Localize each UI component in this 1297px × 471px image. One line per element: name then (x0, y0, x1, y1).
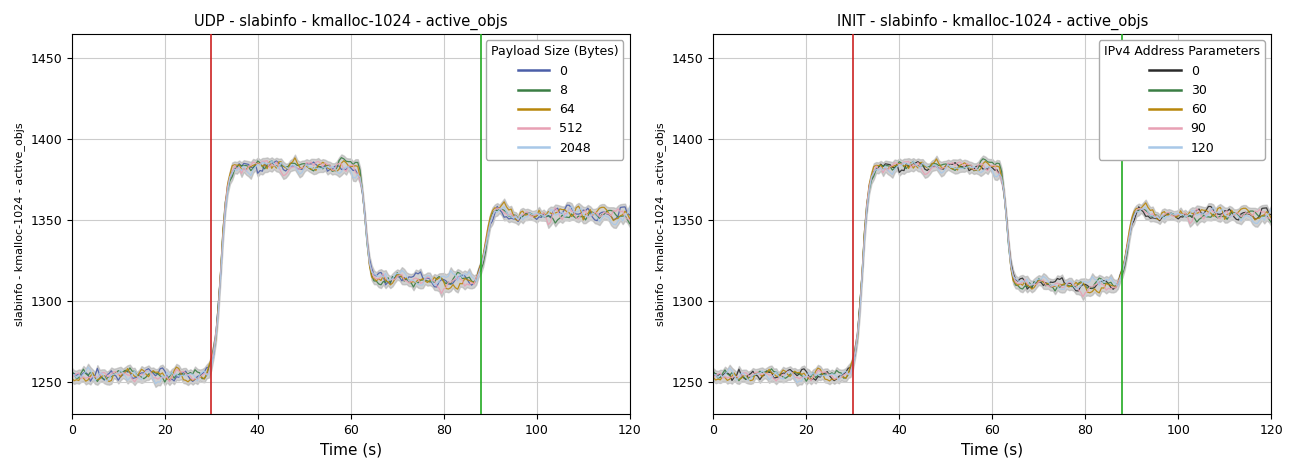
Title: INIT - slabinfo - kmalloc-1024 - active_objs: INIT - slabinfo - kmalloc-1024 - active_… (837, 14, 1148, 30)
X-axis label: Time (s): Time (s) (319, 442, 381, 457)
Legend: 0, 8, 64, 512, 2048: 0, 8, 64, 512, 2048 (486, 41, 624, 160)
Y-axis label: slabinfo - kmalloc-1024 - active_objs: slabinfo - kmalloc-1024 - active_objs (655, 122, 667, 326)
Legend: 0, 30, 60, 90, 120: 0, 30, 60, 90, 120 (1099, 41, 1265, 160)
Title: UDP - slabinfo - kmalloc-1024 - active_objs: UDP - slabinfo - kmalloc-1024 - active_o… (195, 14, 507, 30)
Y-axis label: slabinfo - kmalloc-1024 - active_objs: slabinfo - kmalloc-1024 - active_objs (14, 122, 25, 326)
X-axis label: Time (s): Time (s) (961, 442, 1023, 457)
